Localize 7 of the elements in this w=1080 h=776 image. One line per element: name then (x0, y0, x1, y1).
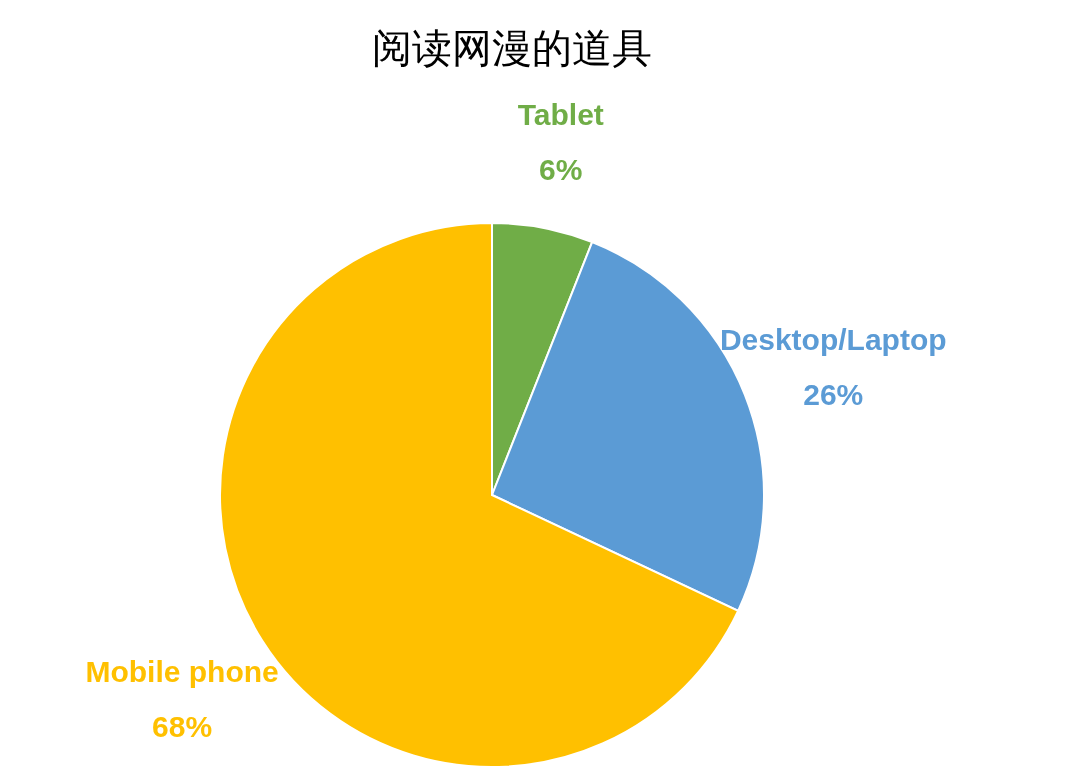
slice-label: Desktop/Laptop (719, 322, 947, 356)
chart-title: 阅读网漫的道具 (372, 26, 652, 71)
data-label: 26% (803, 377, 864, 411)
data-label: 6% (539, 152, 583, 186)
data-label: 68% (152, 709, 213, 743)
slice-label: Tablet (517, 97, 604, 131)
slice-label: Mobile phone (85, 654, 279, 688)
